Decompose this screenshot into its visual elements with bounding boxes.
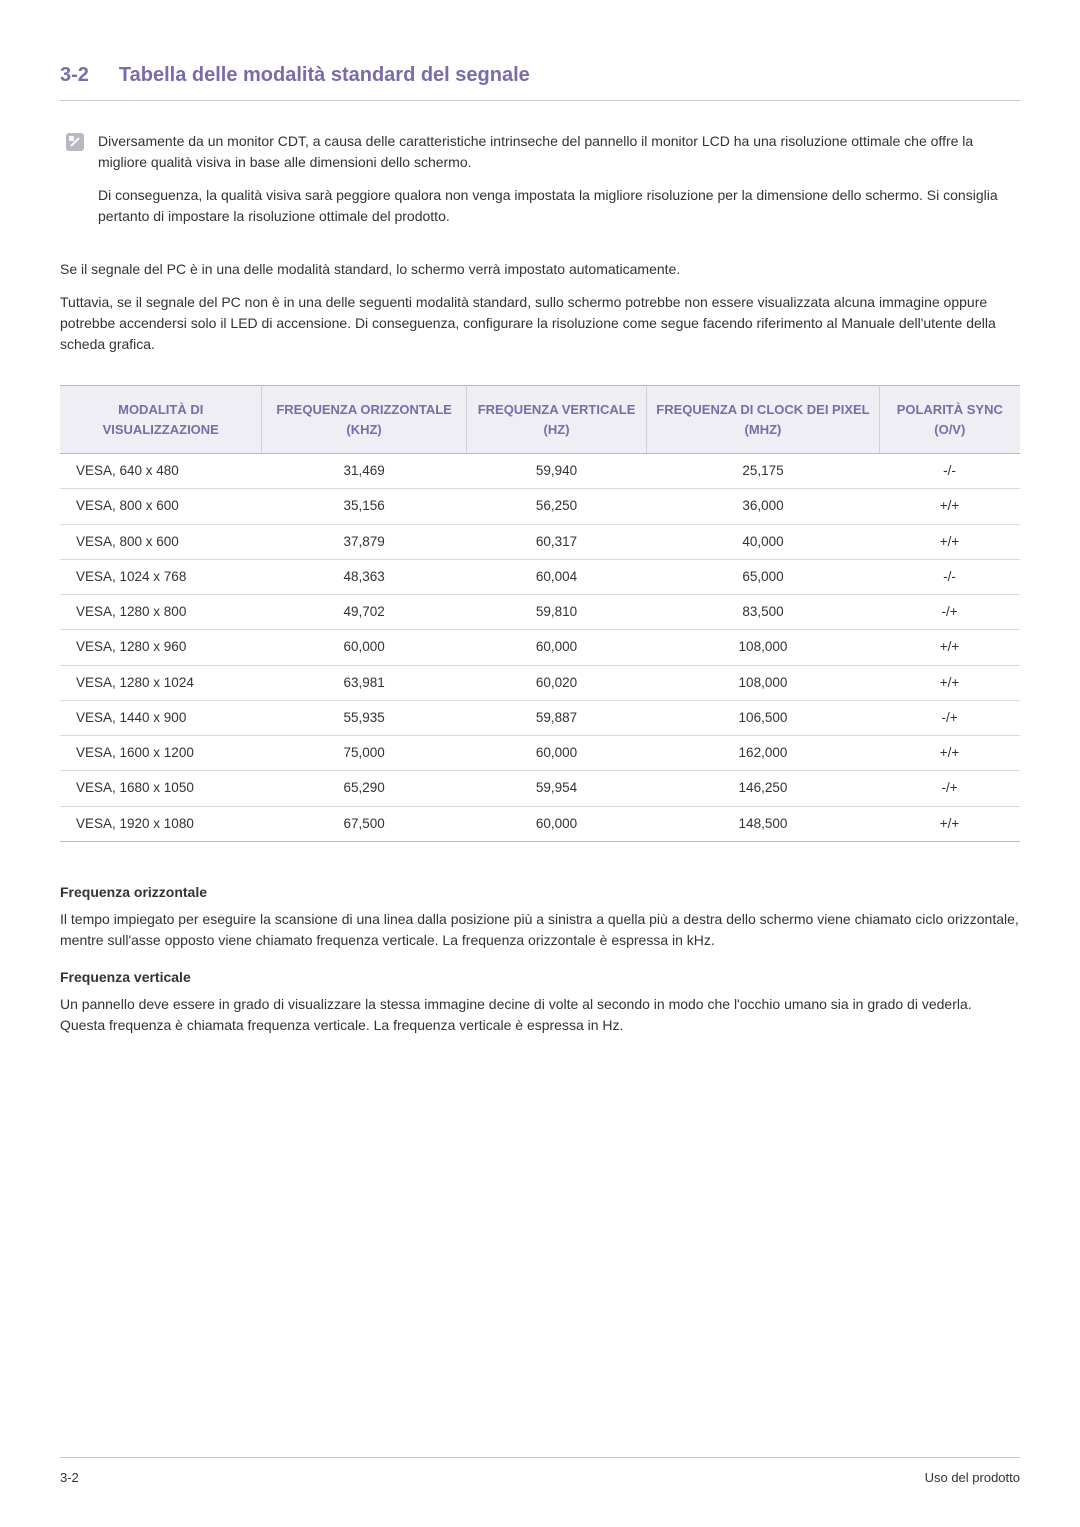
table-cell: 106,500 [647, 700, 879, 735]
note-block: Diversamente da un monitor CDT, a causa … [60, 131, 1020, 239]
page-footer: 3-2 Uso del prodotto [60, 1457, 1020, 1488]
table-cell: 65,000 [647, 559, 879, 594]
section-title: Tabella delle modalità standard del segn… [119, 60, 530, 90]
definition-title: Frequenza verticale [60, 967, 1020, 988]
table-row: VESA, 1680 x 105065,29059,954146,250-/+ [60, 771, 1020, 806]
note-icon [66, 133, 84, 151]
table-row: VESA, 1920 x 108067,50060,000148,500+/+ [60, 806, 1020, 841]
table-cell: 36,000 [647, 489, 879, 524]
table-cell: 60,000 [262, 630, 466, 665]
table-cell: -/- [879, 559, 1020, 594]
table-row: VESA, 1440 x 90055,93559,887106,500-/+ [60, 700, 1020, 735]
note-paragraph: Diversamente da un monitor CDT, a causa … [98, 131, 1020, 173]
table-cell: 55,935 [262, 700, 466, 735]
table-cell: 59,954 [466, 771, 647, 806]
table-cell: VESA, 1440 x 900 [60, 700, 262, 735]
section-number: 3-2 [60, 60, 89, 90]
table-cell: 25,175 [647, 454, 879, 489]
table-cell: 35,156 [262, 489, 466, 524]
table-cell: -/+ [879, 771, 1020, 806]
table-row: VESA, 1280 x 102463,98160,020108,000+/+ [60, 665, 1020, 700]
table-cell: 75,000 [262, 736, 466, 771]
col-header-mode: MODALITÀ DI VISUALIZZAZIONE [60, 386, 262, 454]
table-cell: VESA, 1024 x 768 [60, 559, 262, 594]
table-cell: VESA, 1600 x 1200 [60, 736, 262, 771]
table-cell: 148,500 [647, 806, 879, 841]
table-cell: 60,000 [466, 736, 647, 771]
section-header: 3-2 Tabella delle modalità standard del … [60, 60, 1020, 101]
table-cell: +/+ [879, 630, 1020, 665]
table-cell: VESA, 1280 x 800 [60, 595, 262, 630]
table-cell: +/+ [879, 736, 1020, 771]
table-cell: 67,500 [262, 806, 466, 841]
table-cell: VESA, 800 x 600 [60, 524, 262, 559]
footer-left: 3-2 [60, 1468, 79, 1488]
table-cell: 48,363 [262, 559, 466, 594]
table-cell: VESA, 1920 x 1080 [60, 806, 262, 841]
table-cell: +/+ [879, 524, 1020, 559]
table-cell: 60,317 [466, 524, 647, 559]
table-cell: 108,000 [647, 665, 879, 700]
table-cell: 63,981 [262, 665, 466, 700]
table-cell: 60,000 [466, 806, 647, 841]
table-cell: 31,469 [262, 454, 466, 489]
table-cell: +/+ [879, 806, 1020, 841]
table-cell: 146,250 [647, 771, 879, 806]
definition-title: Frequenza orizzontale [60, 882, 1020, 903]
table-cell: +/+ [879, 665, 1020, 700]
table-cell: 60,020 [466, 665, 647, 700]
note-text: Diversamente da un monitor CDT, a causa … [98, 131, 1020, 239]
definition-text: Un pannello deve essere in grado di visu… [60, 994, 1020, 1036]
table-cell: 162,000 [647, 736, 879, 771]
table-cell: 40,000 [647, 524, 879, 559]
signal-mode-table: MODALITÀ DI VISUALIZZAZIONE FREQUENZA OR… [60, 385, 1020, 842]
col-header-hfreq: FREQUENZA ORIZZONTALE (KHZ) [262, 386, 466, 454]
table-cell: VESA, 1280 x 1024 [60, 665, 262, 700]
table-cell: -/+ [879, 595, 1020, 630]
footer-right: Uso del prodotto [925, 1468, 1020, 1488]
table-header-row: MODALITÀ DI VISUALIZZAZIONE FREQUENZA OR… [60, 386, 1020, 454]
table-cell: -/- [879, 454, 1020, 489]
table-row: VESA, 640 x 48031,46959,94025,175-/- [60, 454, 1020, 489]
table-cell: 59,810 [466, 595, 647, 630]
table-row: VESA, 1280 x 96060,00060,000108,000+/+ [60, 630, 1020, 665]
table-cell: VESA, 640 x 480 [60, 454, 262, 489]
table-cell: 37,879 [262, 524, 466, 559]
table-cell: 59,887 [466, 700, 647, 735]
table-row: VESA, 800 x 60037,87960,31740,000+/+ [60, 524, 1020, 559]
table-cell: 108,000 [647, 630, 879, 665]
table-row: VESA, 1280 x 80049,70259,81083,500-/+ [60, 595, 1020, 630]
table-cell: VESA, 1680 x 1050 [60, 771, 262, 806]
body-paragraph: Se il segnale del PC è in una delle moda… [60, 259, 1020, 280]
col-header-vfreq: FREQUENZA VERTICALE (HZ) [466, 386, 647, 454]
table-row: VESA, 800 x 60035,15656,25036,000+/+ [60, 489, 1020, 524]
table-cell: VESA, 800 x 600 [60, 489, 262, 524]
table-row: VESA, 1024 x 76848,36360,00465,000-/- [60, 559, 1020, 594]
table-cell: 49,702 [262, 595, 466, 630]
definition-text: Il tempo impiegato per eseguire la scans… [60, 909, 1020, 951]
table-cell: 60,000 [466, 630, 647, 665]
table-cell: 65,290 [262, 771, 466, 806]
col-header-pixelclock: FREQUENZA DI CLOCK DEI PIXEL (MHZ) [647, 386, 879, 454]
table-row: VESA, 1600 x 120075,00060,000162,000+/+ [60, 736, 1020, 771]
note-paragraph: Di conseguenza, la qualità visiva sarà p… [98, 185, 1020, 227]
body-paragraph: Tuttavia, se il segnale del PC non è in … [60, 292, 1020, 355]
col-header-polarity: POLARITÀ SYNC (O/V) [879, 386, 1020, 454]
table-cell: 59,940 [466, 454, 647, 489]
table-cell: 60,004 [466, 559, 647, 594]
table-cell: 56,250 [466, 489, 647, 524]
table-cell: +/+ [879, 489, 1020, 524]
table-cell: 83,500 [647, 595, 879, 630]
table-cell: VESA, 1280 x 960 [60, 630, 262, 665]
table-cell: -/+ [879, 700, 1020, 735]
